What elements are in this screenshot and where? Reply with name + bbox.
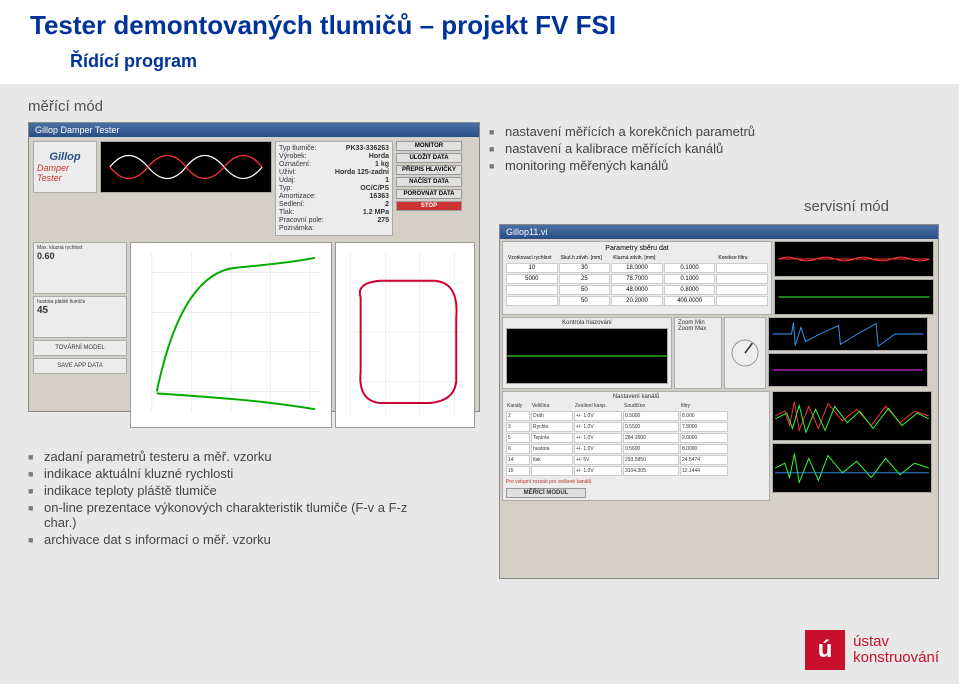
- bullet-item: nastavení měřících a korekčních parametr…: [489, 124, 909, 139]
- action-btn[interactable]: NAČÍST DATA: [396, 177, 462, 187]
- gauge-panel: [724, 317, 766, 389]
- bullet-item: nastavení a kalibrace měřících kanálů: [489, 141, 909, 156]
- signal-3: [768, 317, 928, 351]
- window-title-2: Gillop11.vi: [500, 225, 938, 239]
- window-title-1: Gillop Damper Tester: [29, 123, 479, 137]
- side-btn-1[interactable]: TOVÁRNÍ MODEL: [33, 340, 127, 356]
- bullet-item: indikace teploty pláště tlumiče: [28, 483, 418, 498]
- signal-1: [774, 241, 934, 277]
- signal-6: [772, 443, 932, 493]
- param-table: Parametry sběru dat Vzorkovací rychlostS…: [502, 241, 772, 315]
- bullet-item: archivace dat s informací o měř. vzorku: [28, 532, 418, 547]
- fv-chart: [130, 242, 332, 428]
- bullet-item: monitoring měřených kanálů: [489, 158, 909, 173]
- bullets-top: nastavení měřících a korekčních parametr…: [489, 124, 909, 175]
- side-panel-speed: Max. kluzná rychlost0.60: [33, 242, 127, 294]
- signal-5: [772, 391, 932, 441]
- footer-logo: ú ústav konstruování: [805, 630, 939, 670]
- bullet-item: on-line prezentace výkonových charakteri…: [28, 500, 418, 530]
- channel-table: Nastavení kanálů KanályVeličinaZesílení …: [502, 391, 770, 501]
- logo-square: ú: [805, 630, 845, 670]
- zoom-panel: Zoom Min Zoom Max: [674, 317, 722, 389]
- form-panel: Typ tlumiče:PK33-336263Výrobek:HordaOzna…: [275, 141, 393, 236]
- service-mode-label: servisní mód: [804, 198, 889, 215]
- action-buttons: MONITOR ULOŽIT DATA PŘEPIS HLAVIČKY NAČÍST …: [396, 141, 462, 236]
- screenshot-service-app: Gillop11.vi Parametry sběru dat Vzorkova…: [499, 224, 939, 579]
- action-btn[interactable]: ULOŽIT DATA: [396, 153, 462, 163]
- side-panel-density: hustota pláště tlumiče45: [33, 296, 127, 338]
- bullet-item: indikace aktuální kluzné rychlosti: [28, 466, 418, 481]
- signal-4: [768, 353, 928, 387]
- action-btn[interactable]: MONITOR: [396, 141, 462, 151]
- action-btn[interactable]: PŘEPIS HLAVIČKY: [396, 165, 462, 175]
- app-logo: Gillop Damper Tester: [33, 141, 97, 193]
- oscilloscope-panel: [100, 141, 272, 193]
- smoothing-panel: Kontrola hlazování: [502, 317, 672, 389]
- side-btn-2[interactable]: SAVE APP DATA: [33, 358, 127, 374]
- bullet-item: zadaní parametrů testeru a měř. vzorku: [28, 449, 418, 464]
- measure-mode-label: měřící mód: [28, 98, 939, 115]
- page-title: Tester demontovaných tlumičů – projekt F…: [30, 10, 939, 41]
- footer-line2: konstruování: [853, 650, 939, 667]
- action-btn[interactable]: POROVNAT DATA: [396, 189, 462, 199]
- fz-chart: [335, 242, 475, 428]
- footer-line1: ústav: [853, 634, 939, 651]
- signal-2: [774, 279, 934, 315]
- measure-module-btn[interactable]: MĚŘÍCÍ MODUL: [506, 488, 586, 498]
- page-subtitle: Řídící program: [70, 51, 939, 72]
- bullets-bottom: zadaní parametrů testeru a měř. vzorku in…: [28, 449, 418, 549]
- screenshot-measure-app: Gillop Damper Tester Gillop Damper Teste…: [28, 122, 480, 412]
- action-btn[interactable]: STOP: [396, 201, 462, 211]
